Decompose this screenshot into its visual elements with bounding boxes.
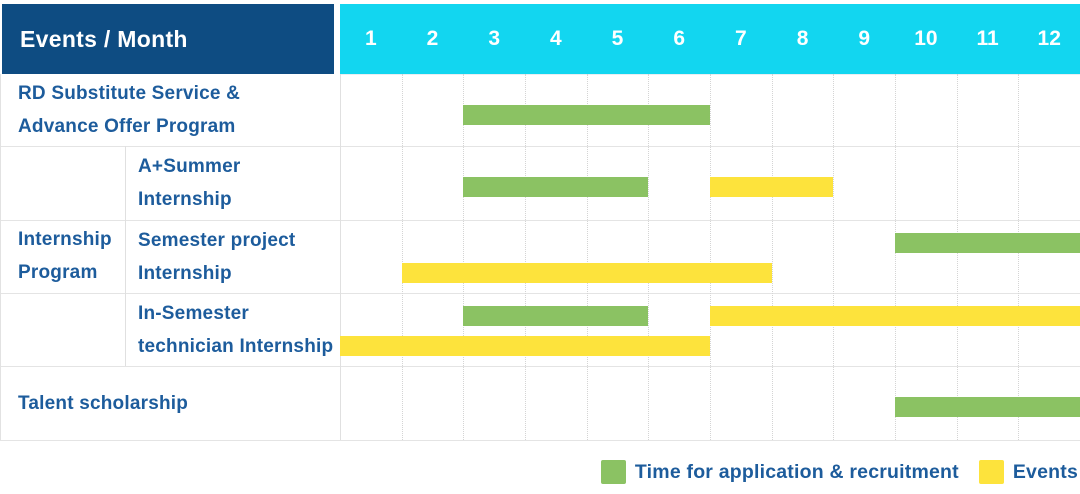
application-bar: [463, 306, 649, 326]
row-separator: [0, 146, 1080, 147]
events-month-header: Events / Month: [2, 4, 334, 74]
group-divider: [125, 146, 126, 366]
row-label-rd-substitute: RD Substitute Service & Advance Offer Pr…: [18, 83, 241, 137]
row-separator: [0, 293, 1080, 294]
legend: Time for application & recruitment Event…: [0, 454, 1078, 490]
events-month-header-label: Events / Month: [20, 25, 188, 52]
events-bar: [340, 336, 710, 356]
application-legend-label: Time for application & recruitment: [634, 460, 959, 483]
month-gridline: [771, 74, 773, 440]
month-gridline: [956, 74, 958, 440]
month-label-4: 4: [550, 27, 562, 50]
month-gridline: [895, 74, 896, 440]
month-label-3: 3: [488, 27, 501, 50]
month-label-5: 5: [611, 27, 624, 50]
month-gridline: [710, 74, 711, 440]
table-left-border: [0, 74, 1, 440]
month-label-2: 2: [426, 27, 439, 50]
row-label-semester-project: Semester project Internship: [138, 229, 296, 284]
row-label-talent-scholarship: Talent scholarship: [18, 392, 189, 414]
application-bar: [895, 397, 1080, 417]
events-bar: [710, 306, 1080, 326]
events-bar: [401, 263, 772, 283]
events-legend-swatch: [978, 460, 1004, 484]
application-bar: [463, 177, 649, 197]
application-bar: [463, 105, 710, 125]
month-gridline: [463, 74, 465, 440]
group-label-internship-program: Internship Program: [18, 229, 112, 283]
month-gridline: [401, 74, 403, 440]
month-label-11: 11: [976, 27, 999, 50]
row-label-in-semester-technician: In-Semester technician Internship: [138, 302, 334, 357]
application-legend-swatch: [600, 460, 626, 484]
month-header-row: 1 2 3 4 5 6 7 8 9 10 11 12: [340, 4, 1080, 74]
row-separator: [0, 220, 1080, 221]
month-label-7: 7: [735, 27, 747, 50]
events-legend-label: Events: [1012, 460, 1078, 483]
application-bar: [895, 233, 1080, 253]
row-separator: [0, 440, 1080, 441]
month-label-6: 6: [673, 27, 686, 50]
month-gridline: [525, 74, 526, 440]
month-gridline: [833, 74, 835, 440]
month-label-1: 1: [364, 27, 377, 50]
month-gridline: [1018, 74, 1020, 440]
month-gridline: [648, 74, 650, 440]
month-gridline: [586, 74, 588, 440]
events-bar: [710, 177, 834, 197]
month-label-10: 10: [914, 27, 938, 50]
month-label-8: 8: [796, 27, 809, 50]
label-grid-separator: [340, 74, 341, 440]
row-separator: [0, 366, 1080, 367]
month-label-12: 12: [1037, 27, 1061, 50]
month-label-9: 9: [858, 27, 871, 50]
row-label-a-plus-summer: A+Summer Internship: [138, 156, 241, 210]
